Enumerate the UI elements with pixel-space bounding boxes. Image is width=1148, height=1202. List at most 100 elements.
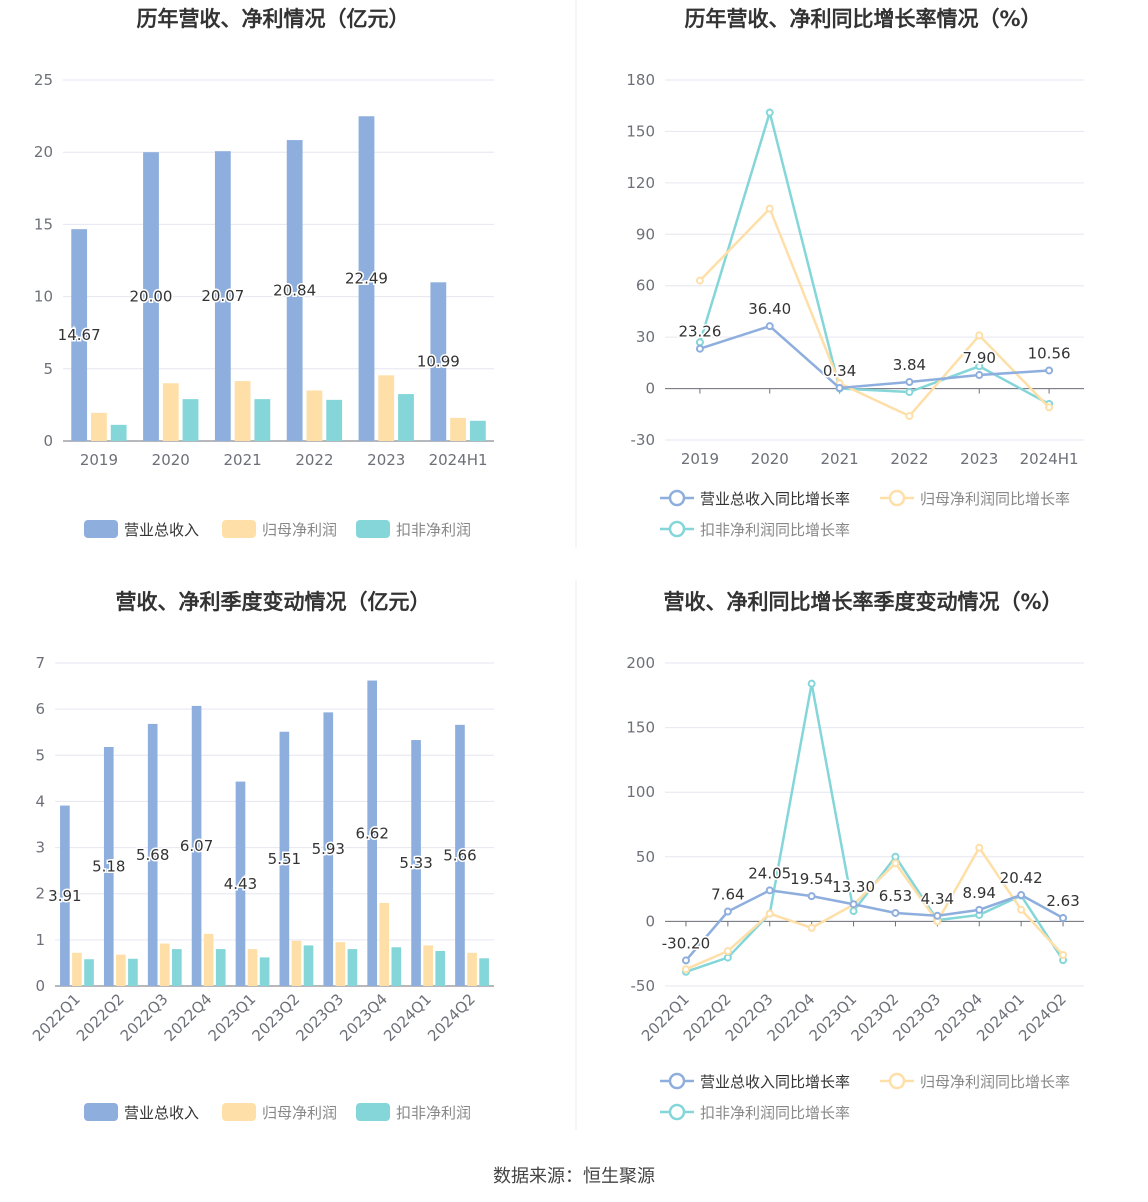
line-point bbox=[1059, 914, 1068, 923]
line-point bbox=[765, 886, 774, 895]
bar-revenue bbox=[60, 805, 70, 986]
x-tick-label: 2023Q3 bbox=[292, 990, 347, 1045]
legend-swatch-marker bbox=[668, 1072, 686, 1090]
line-point bbox=[891, 852, 900, 861]
x-tick-label: 2022Q4 bbox=[161, 990, 216, 1045]
bar-net-profit bbox=[116, 954, 126, 986]
bar-revenue bbox=[71, 229, 88, 441]
y-tick-label: 60 bbox=[636, 277, 655, 295]
x-tick-label: 2022 bbox=[295, 451, 333, 469]
line-point bbox=[765, 322, 774, 331]
y-tick-label: 180 bbox=[626, 71, 655, 89]
line-value-label: 19.54 bbox=[790, 870, 833, 888]
line-value-label: 6.53 bbox=[879, 887, 912, 905]
x-tick-label: 2023Q1 bbox=[205, 990, 260, 1045]
x-tick-label: 2020 bbox=[751, 450, 789, 468]
y-tick-label: 150 bbox=[626, 122, 655, 140]
y-tick-label: 2 bbox=[35, 885, 45, 903]
bar-net-profit bbox=[378, 375, 395, 441]
line-point bbox=[905, 412, 914, 420]
line-point bbox=[723, 907, 732, 916]
x-tick-label: 2023Q2 bbox=[248, 990, 303, 1045]
line-point bbox=[695, 276, 704, 285]
legend-swatch bbox=[222, 520, 256, 538]
line-point bbox=[905, 388, 914, 396]
bar-value-label: 4.43 bbox=[224, 875, 257, 893]
x-tick-label: 2024Q2 bbox=[424, 990, 479, 1045]
bar-revenue bbox=[430, 282, 447, 441]
line-point bbox=[849, 900, 858, 909]
bar-revenue bbox=[191, 705, 202, 986]
y-tick-label: 25 bbox=[34, 71, 53, 89]
bar-revenue bbox=[279, 731, 290, 986]
line-value-label: 36.40 bbox=[748, 300, 791, 318]
bar-revenue bbox=[367, 680, 378, 986]
bar-deducted-profit bbox=[326, 399, 343, 441]
x-tick-label: 2024Q1 bbox=[380, 990, 435, 1045]
legend-label: 扣非净利润同比增长率 bbox=[700, 1104, 850, 1122]
bar-deducted-profit bbox=[391, 947, 402, 986]
line-point bbox=[835, 383, 844, 392]
line-revenue-growth bbox=[685, 889, 1064, 962]
bar-revenue bbox=[235, 781, 246, 986]
x-tick-label: 2023Q4 bbox=[336, 990, 391, 1045]
bar-value-label: 6.07 bbox=[180, 837, 213, 855]
line-point bbox=[933, 911, 942, 920]
bar-deducted-profit bbox=[215, 949, 226, 986]
x-tick-label: 2020 bbox=[152, 451, 190, 469]
y-tick-label: 10 bbox=[34, 288, 53, 306]
x-tick-label: 2024H1 bbox=[1020, 450, 1079, 468]
line-point bbox=[765, 909, 774, 918]
line-net-profit-growth bbox=[699, 206, 1050, 418]
bar-deducted-profit bbox=[479, 958, 489, 986]
bar-net-profit bbox=[247, 949, 258, 986]
bar-deducted-profit bbox=[259, 957, 270, 986]
chart-title: 营收、净利同比增长率季度变动情况（%） bbox=[663, 590, 1062, 614]
bar-net-profit bbox=[203, 933, 214, 986]
line-value-label: 3.84 bbox=[893, 356, 926, 374]
line-point bbox=[681, 956, 690, 965]
line-value-label: 0.34 bbox=[823, 362, 856, 380]
bar-value-label: 14.67 bbox=[58, 326, 101, 344]
legend-label: 归母净利润同比增长率 bbox=[920, 490, 1070, 508]
line-point bbox=[891, 908, 900, 917]
line-point bbox=[1045, 366, 1054, 375]
chart-title: 历年营收、净利同比增长率情况（%） bbox=[684, 7, 1041, 31]
legend-swatch bbox=[222, 1103, 256, 1121]
bar-value-label: 6.62 bbox=[355, 824, 388, 842]
line-value-label: -30.20 bbox=[662, 934, 710, 952]
line-value-label: 8.94 bbox=[963, 884, 996, 902]
bar-value-label: 5.93 bbox=[312, 840, 345, 858]
line-point bbox=[695, 344, 704, 353]
legend-label: 归母净利润同比增长率 bbox=[920, 1073, 1070, 1091]
legend-swatch bbox=[356, 1103, 390, 1121]
y-tick-label: 0 bbox=[35, 977, 45, 995]
line-point bbox=[807, 923, 816, 932]
x-tick-label: 2022 bbox=[890, 450, 928, 468]
y-tick-label: 0 bbox=[43, 432, 53, 450]
legend-label: 扣非净利润 bbox=[396, 521, 471, 539]
line-value-label: 7.64 bbox=[711, 886, 744, 904]
bar-value-label: 20.07 bbox=[201, 287, 244, 305]
bar-revenue bbox=[358, 116, 375, 442]
bar-net-profit bbox=[379, 902, 390, 986]
bar-value-label: 5.68 bbox=[136, 846, 169, 864]
x-tick-label: 2022Q3 bbox=[117, 990, 172, 1045]
legend-swatch bbox=[84, 1103, 118, 1121]
legend-label: 归母净利润 bbox=[262, 1104, 337, 1122]
y-tick-label: 20 bbox=[34, 143, 53, 161]
bar-deducted-profit bbox=[84, 959, 94, 986]
legend-label: 归母净利润 bbox=[262, 521, 337, 539]
chart-title: 营收、净利季度变动情况（亿元） bbox=[116, 590, 431, 614]
bar-value-label: 5.33 bbox=[399, 854, 432, 872]
quarterly-revenue-profit-chart: 营收、净利季度变动情况（亿元）012345672022Q12022Q22022Q… bbox=[29, 590, 494, 1122]
bar-net-profit bbox=[72, 952, 82, 986]
x-tick-label: 2023 bbox=[367, 451, 405, 469]
bar-revenue bbox=[147, 723, 158, 986]
y-tick-label: 120 bbox=[626, 174, 655, 192]
x-tick-label: 2019 bbox=[80, 451, 118, 469]
bar-value-label: 5.18 bbox=[92, 857, 125, 875]
line-value-label: 10.56 bbox=[1028, 344, 1071, 362]
bar-net-profit bbox=[306, 390, 323, 441]
